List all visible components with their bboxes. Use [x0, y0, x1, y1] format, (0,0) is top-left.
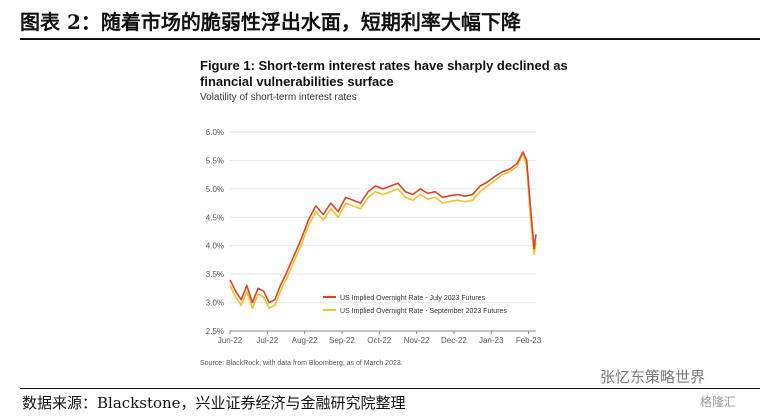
watermark-text: 张忆东策略世界	[600, 368, 706, 386]
y-tick-label: 5.0%	[206, 185, 224, 194]
x-tick-label: Jan-23	[479, 336, 504, 345]
page-title: 图表 2：随着市场的脆弱性浮出水面，短期利率大幅下降	[20, 10, 521, 34]
series-line	[229, 152, 537, 310]
x-tick-label: Aug-22	[292, 336, 318, 345]
y-tick-label: 4.0%	[206, 242, 224, 251]
x-tick-label: Sep-22	[329, 336, 355, 345]
series-line	[229, 151, 537, 304]
y-tick-label: 2.5%	[206, 327, 224, 336]
x-tick-label: Jun-22	[218, 336, 243, 345]
y-tick-label: 6.0%	[206, 128, 224, 137]
x-tick-label: Jul-22	[256, 336, 278, 345]
x-tick-label: Feb-23	[516, 336, 542, 345]
footer-source: 数据来源：Blackstone，兴业证券经济与金融研究院整理	[22, 394, 406, 412]
legend-label: US Implied Overnight Rate - September 20…	[340, 308, 507, 315]
x-tick-label: Nov-22	[404, 336, 430, 345]
figure-subtitle: Volatility of short-term interest rates	[200, 92, 357, 103]
footer-divider	[20, 388, 760, 389]
y-tick-label: 4.5%	[206, 213, 224, 222]
x-tick-label: Dec-22	[441, 336, 467, 345]
legend-label: US Implied Overnight Rate - July 2023 Fu…	[340, 295, 486, 302]
y-tick-label: 5.5%	[206, 156, 224, 165]
y-tick-label: 3.5%	[206, 270, 224, 279]
figure-title: Figure 1: Short-term interest rates have…	[200, 58, 568, 89]
y-tick-label: 3.0%	[206, 299, 224, 308]
header-bar: 图表 2：随着市场的脆弱性浮出水面，短期利率大幅下降	[20, 8, 760, 40]
watermark-logo: 格隆汇	[700, 395, 737, 409]
x-tick-label: Oct-22	[367, 336, 392, 345]
figure-source-note: Source: BlackRock, with data from Bloomb…	[200, 360, 403, 367]
